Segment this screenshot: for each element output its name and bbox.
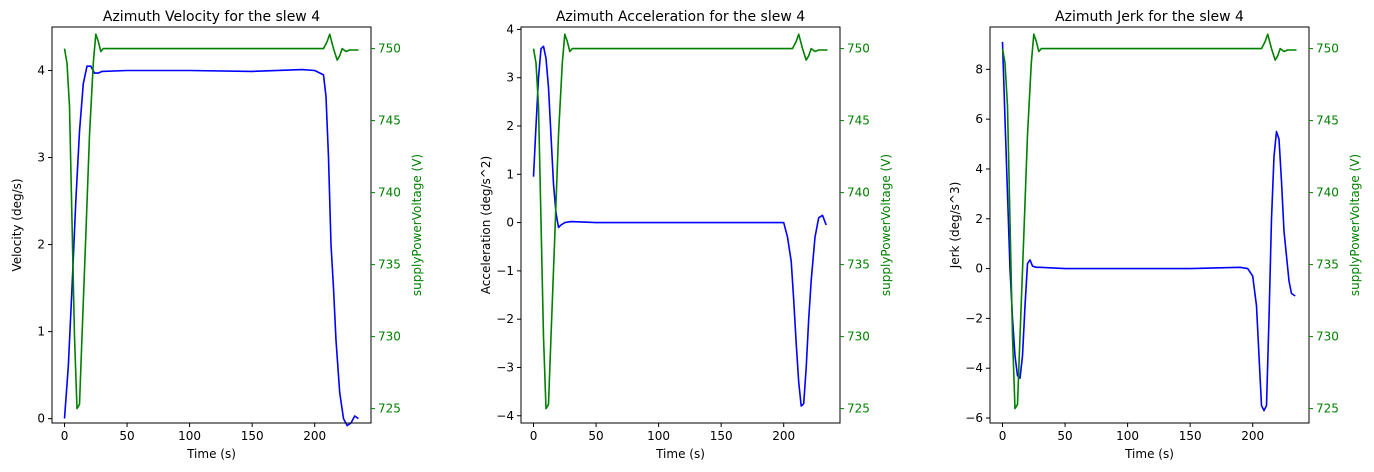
jerk-y-tick-label: 0 [975, 262, 983, 276]
jerk-x-tick-label: 100 [1116, 429, 1139, 443]
acceleration-y-tick-label: −4 [496, 409, 514, 423]
velocity-series-primary-line [63, 65, 359, 427]
velocity-x-axis-label: Time (s) [186, 447, 236, 461]
jerk-y2-tick-label: 735 [1316, 258, 1339, 272]
acceleration-y-tick-label: 4 [506, 22, 514, 36]
velocity-y2-tick-label: 750 [378, 42, 401, 56]
jerk-y-tick-label: −6 [965, 411, 983, 425]
velocity-y2-tick-label: 730 [378, 330, 401, 344]
velocity-y2-tick-label: 725 [378, 402, 401, 416]
acceleration-y2-tick-label: 730 [847, 330, 870, 344]
acceleration-series-supply-voltage-line [532, 33, 828, 410]
acceleration-y-tick-label: 3 [506, 71, 514, 85]
acceleration-y2-tick-label: 740 [847, 186, 870, 200]
jerk-y-axis-label: Jerk (deg/s^3) [948, 182, 962, 270]
jerk-y-tick-label: 4 [975, 162, 983, 176]
jerk-x-tick-label: 50 [1057, 429, 1072, 443]
velocity-series-supply-voltage-line [63, 33, 359, 410]
velocity-x-tick-label: 200 [303, 429, 326, 443]
acceleration-y-tick-label: −1 [496, 264, 514, 278]
velocity-y-axis-label: Velocity (deg/s) [10, 178, 24, 271]
velocity-y-tick-label: 0 [37, 412, 45, 426]
jerk-x-tick-label: 150 [1179, 429, 1202, 443]
velocity-x-tick-label: 150 [241, 429, 264, 443]
velocity-plot-frame [51, 26, 372, 424]
jerk-y2-tick-label: 730 [1316, 330, 1339, 344]
jerk-y-tick-label: 2 [975, 212, 983, 226]
velocity-chart-title: Azimuth Velocity for the slew 4 [103, 9, 320, 25]
jerk-series-primary-line [1001, 41, 1296, 412]
jerk-y-tick-label: −2 [965, 311, 983, 325]
velocity-y-tick-label: 2 [37, 238, 45, 252]
chart-acceleration: 0 50 100 150 200 −4 −3 −2 −1 0 1 2 3 4 725 730 735 740 745… [479, 9, 893, 461]
chart-jerk: 0 50 100 150 200 −6 −4 −2 0 2 4 6 8 725 730 735 740 745 75… [948, 9, 1362, 461]
velocity-y2-tick-label: 735 [378, 258, 401, 272]
jerk-y-tick-label: 8 [975, 62, 983, 76]
acceleration-x-tick-label: 0 [530, 429, 538, 443]
acceleration-y-tick-label: −2 [496, 312, 514, 326]
velocity-y2-axis-label: supplyPowerVoltage (V) [410, 154, 424, 296]
jerk-y2-tick-label: 725 [1316, 402, 1339, 416]
acceleration-y-tick-label: 2 [506, 119, 514, 133]
acceleration-series-primary-line [532, 45, 827, 407]
jerk-y-tick-label: 6 [975, 112, 983, 126]
acceleration-x-tick-label: 50 [588, 429, 603, 443]
jerk-y-tick-label: −4 [965, 361, 983, 375]
velocity-y-tick-label: 3 [37, 151, 45, 165]
acceleration-y-tick-label: −3 [496, 360, 514, 374]
acceleration-chart-title: Azimuth Acceleration for the slew 4 [556, 9, 805, 25]
velocity-y-tick-label: 4 [37, 64, 45, 78]
velocity-y-tick-label: 1 [37, 325, 45, 339]
velocity-y2-tick-label: 740 [378, 186, 401, 200]
jerk-x-tick-label: 0 [999, 429, 1007, 443]
acceleration-y-tick-label: 1 [506, 167, 514, 181]
acceleration-x-tick-label: 200 [772, 429, 795, 443]
velocity-y2-tick-label: 745 [378, 114, 401, 128]
acceleration-y2-tick-label: 745 [847, 114, 870, 128]
acceleration-y2-tick-label: 735 [847, 258, 870, 272]
jerk-plot-frame [989, 26, 1310, 424]
acceleration-y-tick-label: 0 [506, 216, 514, 230]
acceleration-x-axis-label: Time (s) [655, 447, 705, 461]
acceleration-y2-tick-label: 725 [847, 402, 870, 416]
jerk-y2-tick-label: 750 [1316, 42, 1339, 56]
acceleration-x-tick-label: 150 [710, 429, 733, 443]
jerk-y2-tick-label: 740 [1316, 186, 1339, 200]
acceleration-y2-tick-label: 750 [847, 42, 870, 56]
jerk-x-axis-label: Time (s) [1124, 447, 1174, 461]
acceleration-y2-axis-label: supplyPowerVoltage (V) [879, 154, 893, 296]
jerk-y2-axis-label: supplyPowerVoltage (V) [1348, 154, 1362, 296]
velocity-x-tick-label: 0 [61, 429, 69, 443]
acceleration-x-tick-label: 100 [647, 429, 670, 443]
chart-velocity: 0 50 100 150 200 0 1 2 3 4 725 730 735 740 745 750 Azimu… [10, 9, 424, 461]
jerk-x-tick-label: 200 [1241, 429, 1264, 443]
jerk-y2-tick-label: 745 [1316, 114, 1339, 128]
acceleration-plot-frame [520, 26, 841, 424]
jerk-series-supply-voltage-line [1001, 33, 1297, 410]
velocity-x-tick-label: 50 [119, 429, 134, 443]
jerk-chart-title: Azimuth Jerk for the slew 4 [1055, 9, 1244, 25]
velocity-x-tick-label: 100 [178, 429, 201, 443]
acceleration-y-axis-label: Acceleration (deg/s^2) [479, 156, 493, 294]
